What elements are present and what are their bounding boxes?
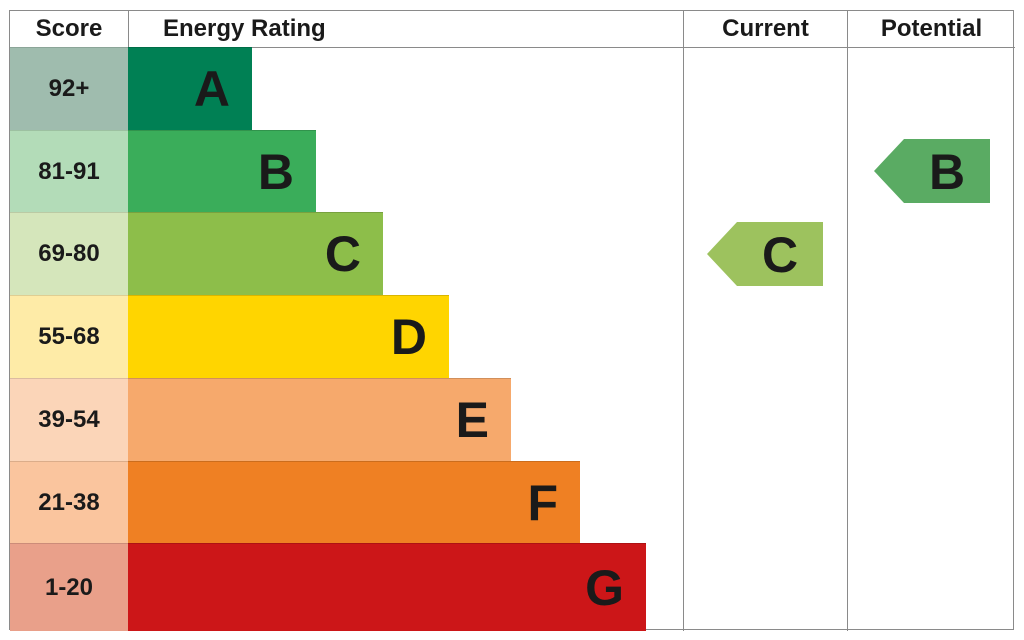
score-range-a: 92+ [10, 47, 128, 130]
current-rating-letter: C [761, 227, 799, 283]
rating-bar-e: E [128, 378, 511, 461]
rating-bar-d: D [128, 295, 449, 378]
arrow-shape [707, 222, 823, 286]
arrow-shape [874, 139, 990, 203]
score-range-b: 81-91 [10, 130, 128, 212]
rating-bar-c: C [128, 212, 383, 295]
column-divider [847, 10, 848, 631]
score-range-f: 21-38 [10, 461, 128, 543]
header-current: Current [722, 15, 809, 42]
rating-bar-b: B [128, 130, 316, 212]
current-rating-arrow: C [707, 222, 823, 286]
score-range-c: 69-80 [10, 212, 128, 295]
score-range-e: 39-54 [10, 378, 128, 461]
potential-rating-letter: B [928, 144, 966, 200]
rating-bar-f: F [128, 461, 580, 543]
header-energy-rating: Energy Rating [163, 15, 326, 42]
header-potential: Potential [880, 15, 983, 42]
score-range-g: 1-20 [10, 543, 128, 631]
rating-bar-g: G [128, 543, 646, 631]
header-score: Score [35, 15, 103, 42]
column-divider [683, 10, 684, 631]
potential-rating-arrow: B [874, 139, 990, 203]
score-range-d: 55-68 [10, 295, 128, 378]
header-divider [9, 47, 1015, 48]
rating-bar-a: A [128, 47, 252, 130]
